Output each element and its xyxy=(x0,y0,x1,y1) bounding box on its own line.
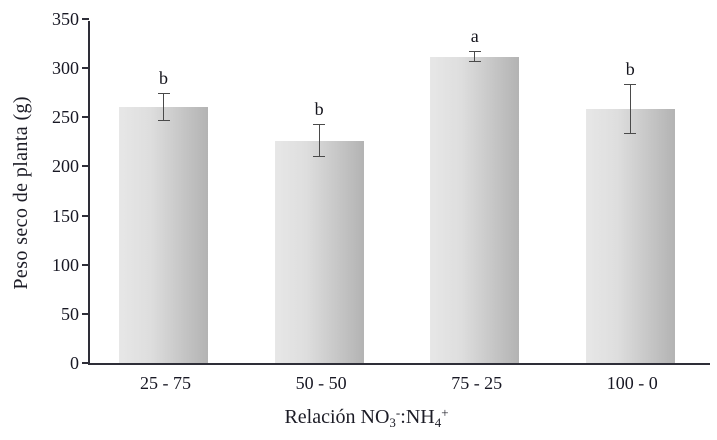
x-category-label: 100 - 0 xyxy=(606,373,658,393)
x-axis-title: Relación NO3-:NH4+ xyxy=(16,405,717,431)
y-axis-tick xyxy=(82,362,89,364)
x-category-label: 75 - 25 xyxy=(451,373,503,393)
error-bar-cap xyxy=(313,155,326,157)
x-category-label: 25 - 75 xyxy=(140,373,191,393)
significance-letter: a xyxy=(470,26,479,47)
x-axis-title-sup-minus: - xyxy=(395,405,401,420)
y-axis-tick xyxy=(82,165,89,168)
error-bar-cap xyxy=(468,61,481,63)
error-bar-cap xyxy=(624,83,637,85)
y-tick-label: 150 xyxy=(52,205,79,226)
y-tick-label: 50 xyxy=(61,303,79,324)
x-axis-title-sub3: 3 xyxy=(389,415,396,430)
y-tick-label: 100 xyxy=(52,254,79,275)
y-axis-tick xyxy=(82,116,89,119)
x-axis-title-text: Relación NO xyxy=(284,406,390,428)
error-bar xyxy=(474,52,476,63)
error-bar xyxy=(629,84,631,134)
x-axis-title-sup-plus: + xyxy=(441,405,449,420)
y-axis-tick xyxy=(82,67,89,70)
y-axis-tick xyxy=(82,312,89,315)
bar-25-75 xyxy=(119,107,208,363)
error-bar-cap xyxy=(313,124,326,126)
x-category-label: 50 - 50 xyxy=(295,373,347,393)
y-tick-label: 350 xyxy=(52,9,79,29)
bar-75-25 xyxy=(430,57,520,363)
bar-100-0 xyxy=(585,109,675,363)
error-bar-cap xyxy=(157,92,170,94)
y-axis-tick xyxy=(82,18,89,20)
significance-letter: b xyxy=(314,99,324,120)
y-axis-tick xyxy=(82,263,89,266)
y-axis-tick xyxy=(82,214,89,217)
y-tick-label: 200 xyxy=(52,156,79,177)
error-bar-cap xyxy=(468,51,481,53)
bar-50-50 xyxy=(274,140,364,363)
y-tick-label: 250 xyxy=(52,107,79,128)
error-bar-cap xyxy=(157,120,170,122)
plot-area: 0 50 100 150 200 250 300 350 b 25 - 75 b 50 - 50 a 75… xyxy=(52,10,710,393)
significance-letter: b xyxy=(159,67,168,88)
x-axis-title-mid: :NH xyxy=(400,406,435,428)
y-tick-label: 0 xyxy=(70,353,79,373)
x-axis-title-sub4: 4 xyxy=(434,415,442,430)
error-bar xyxy=(163,93,164,122)
y-tick-label: 300 xyxy=(52,58,79,79)
error-bar-cap xyxy=(624,133,637,134)
significance-letter: b xyxy=(625,58,635,79)
error-bar xyxy=(318,125,320,157)
